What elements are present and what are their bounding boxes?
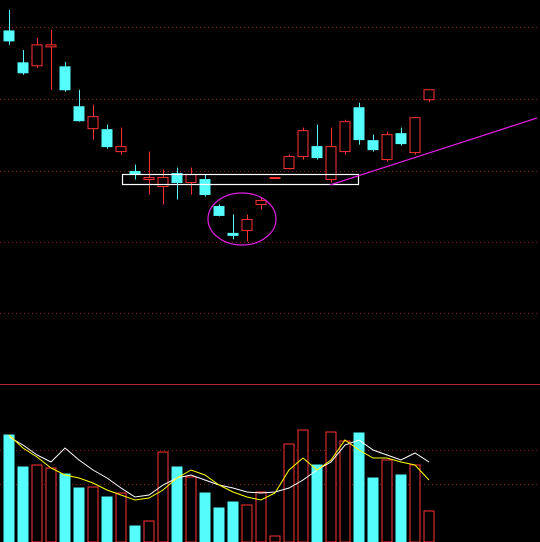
volume-bar <box>213 507 225 542</box>
candle-body <box>395 133 407 145</box>
volume-bar <box>129 525 141 542</box>
volume-bar <box>199 492 211 542</box>
volume-bar <box>227 501 239 542</box>
volume-bar <box>101 496 113 542</box>
volume-bar <box>157 451 169 542</box>
candle-body <box>171 173 183 184</box>
volume-bar <box>171 466 183 542</box>
candle-body <box>31 44 43 67</box>
candle-body <box>143 177 155 181</box>
candle-body <box>423 89 435 101</box>
volume-bar <box>269 535 281 542</box>
candle-body <box>297 130 309 158</box>
volume-bar <box>3 434 15 542</box>
candle-body <box>157 177 169 188</box>
volume-bar <box>325 431 337 542</box>
volume-bar <box>409 464 421 542</box>
candle-body <box>409 117 421 154</box>
candle-body <box>17 62 29 74</box>
volume-bar <box>115 492 127 542</box>
candle-body <box>199 179 211 195</box>
volume-bar <box>255 491 267 542</box>
candle-body <box>101 129 113 148</box>
volume-bar <box>339 440 351 542</box>
volume-bar <box>73 487 85 542</box>
candle-body <box>339 121 351 153</box>
candle-body <box>45 44 57 48</box>
volume-bar <box>283 443 295 542</box>
volume-bar <box>381 459 393 542</box>
moving-average-line <box>8 434 430 501</box>
candle-body <box>129 171 141 175</box>
volume-bar <box>423 510 435 542</box>
candle-body <box>381 134 393 161</box>
candle-body <box>241 218 253 231</box>
candle-body <box>185 174 197 184</box>
volume-bar <box>395 474 407 542</box>
highlight-box <box>121 173 360 186</box>
candle-body <box>269 177 281 180</box>
volume-bar <box>17 466 29 542</box>
volume-bar <box>185 476 197 542</box>
price-panel <box>0 9 540 314</box>
candle-body <box>255 199 267 205</box>
candle-body <box>59 66 71 91</box>
candle-body <box>325 146 337 181</box>
trend-line <box>329 117 538 186</box>
volume-bar <box>143 520 155 542</box>
volume-bar <box>297 429 309 542</box>
candle-body <box>283 156 295 170</box>
volume-bar <box>241 504 253 542</box>
candle-body <box>213 205 225 216</box>
volume-bar <box>31 464 43 542</box>
volume-bar <box>59 473 71 542</box>
candle-body <box>311 146 323 159</box>
candle-body <box>115 146 127 153</box>
volume-bar <box>367 477 379 542</box>
volume-bar <box>311 464 323 542</box>
candle-body <box>367 140 379 151</box>
candle-body <box>73 106 85 122</box>
volume-bar <box>45 467 57 542</box>
candle-body <box>227 232 239 236</box>
volume-bar <box>87 486 99 542</box>
volume-panel <box>0 429 540 542</box>
candle-body <box>3 30 15 42</box>
highlight-ellipse <box>207 192 277 246</box>
candle-body <box>87 116 99 130</box>
volume-bar <box>353 432 365 542</box>
candle-body <box>353 107 365 141</box>
